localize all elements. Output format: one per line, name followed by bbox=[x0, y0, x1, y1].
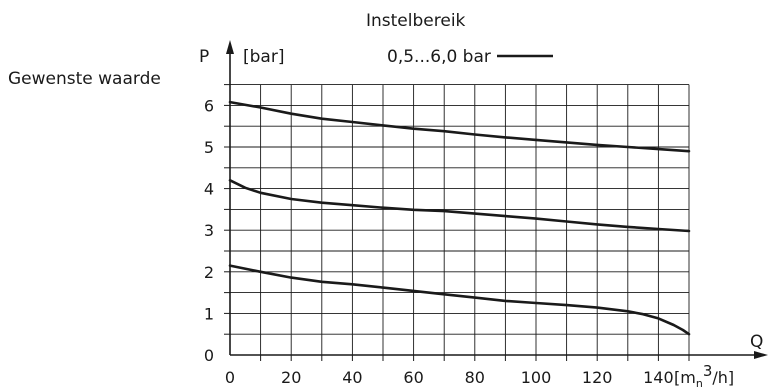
y-axis-label: P bbox=[199, 47, 209, 67]
y-axis-arrow bbox=[226, 40, 234, 54]
x-axis-arrow bbox=[754, 351, 768, 359]
side-label: Gewenste waarde bbox=[8, 69, 161, 89]
x-tick-label: 120 bbox=[582, 368, 613, 387]
y-tick-label: 3 bbox=[204, 221, 214, 240]
y-tick-label: 0 bbox=[204, 346, 214, 365]
chart-title: Instelbereik bbox=[366, 11, 466, 31]
x-tick-label: 0 bbox=[225, 368, 235, 387]
ticks: 0 20 40 60 80 100 120 140 0 1 2 3 4 5 6 bbox=[204, 84, 690, 387]
grid bbox=[230, 84, 690, 355]
x-tick-label: 40 bbox=[342, 368, 362, 387]
x-tick-label: 80 bbox=[465, 368, 485, 387]
y-tick-label: 6 bbox=[204, 96, 214, 115]
curve-2 bbox=[228, 179, 691, 233]
x-axis-unit: [mn3/h] bbox=[674, 362, 734, 387]
x-tick-label: 60 bbox=[403, 368, 423, 387]
y-tick-label: 1 bbox=[204, 304, 214, 323]
x-tick-label: 100 bbox=[521, 368, 552, 387]
curve-3 bbox=[228, 264, 691, 336]
y-tick-label: 5 bbox=[204, 138, 214, 157]
curve-1 bbox=[228, 100, 691, 153]
axes bbox=[226, 40, 768, 359]
x-tick-label: 140 bbox=[643, 368, 674, 387]
curves bbox=[228, 100, 691, 336]
x-tick-label: 20 bbox=[281, 368, 301, 387]
y-tick-label: 2 bbox=[204, 263, 214, 282]
y-tick-label: 4 bbox=[204, 180, 214, 199]
x-axis-label: Q bbox=[750, 332, 763, 352]
y-axis-unit: [bar] bbox=[243, 47, 284, 67]
legend-label: 0,5...6,0 bar bbox=[387, 47, 491, 67]
